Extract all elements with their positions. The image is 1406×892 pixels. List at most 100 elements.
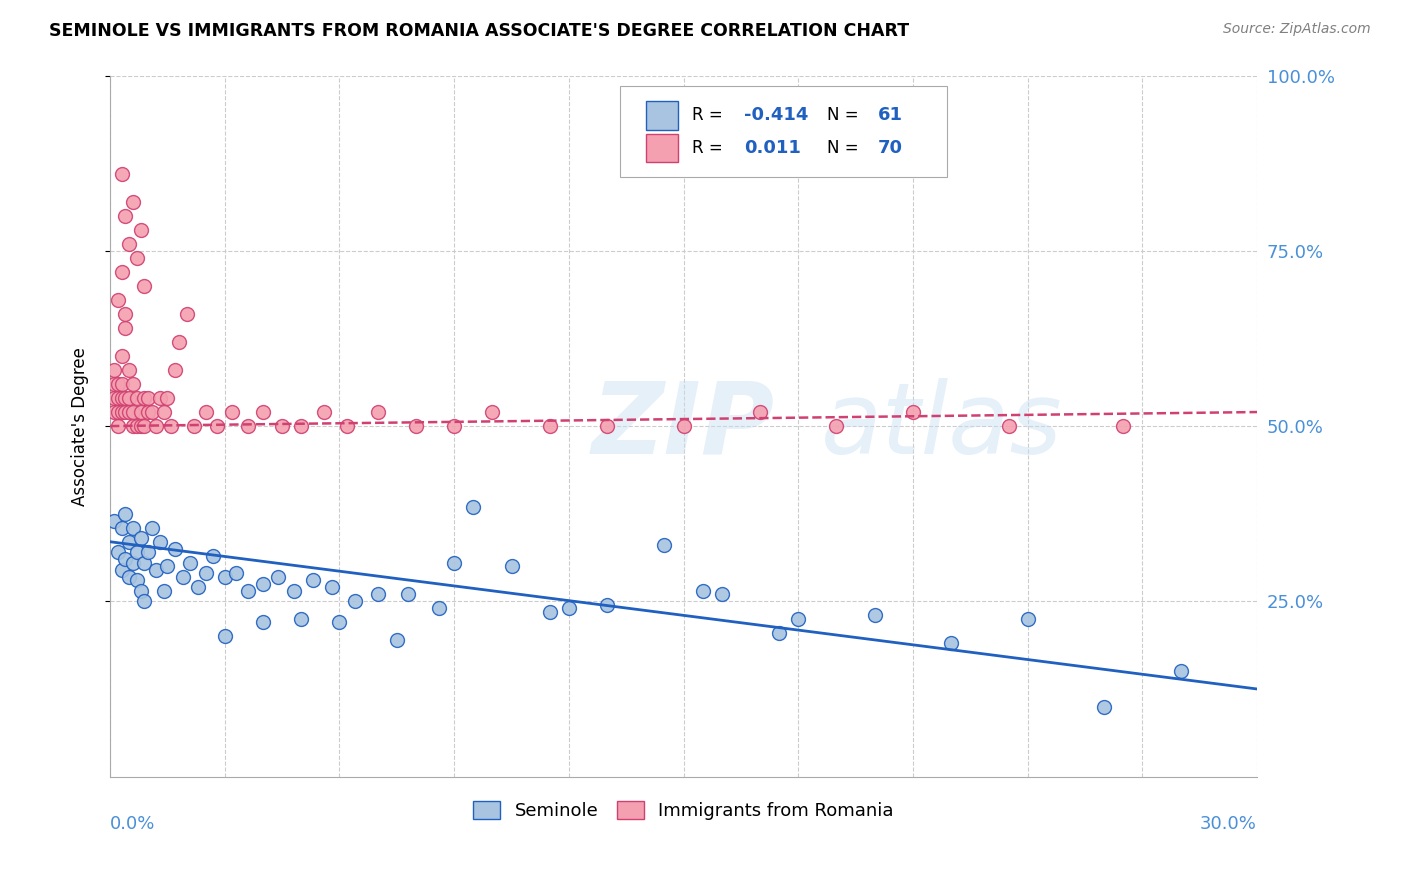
Point: [396, 587, 419, 601]
Point: [236, 419, 259, 434]
Point: [103, 376, 125, 391]
Point: [336, 419, 359, 434]
Point: [114, 209, 136, 223]
Point: [321, 580, 343, 594]
Point: [118, 405, 141, 419]
Point: [225, 566, 247, 581]
Point: [301, 574, 323, 588]
Text: 30.0%: 30.0%: [1201, 815, 1257, 833]
Point: [290, 419, 312, 434]
Point: [125, 251, 148, 265]
Point: [152, 583, 174, 598]
Point: [152, 405, 174, 419]
Point: [122, 419, 145, 434]
Point: [118, 363, 141, 377]
Point: [149, 534, 172, 549]
Point: [596, 419, 619, 434]
Point: [385, 632, 408, 647]
Point: [118, 236, 141, 251]
Point: [558, 601, 581, 615]
Point: [129, 583, 152, 598]
Point: [145, 419, 167, 434]
Point: [1170, 665, 1192, 679]
Point: [290, 612, 312, 626]
Point: [107, 545, 129, 559]
Point: [1092, 699, 1115, 714]
Point: [283, 583, 305, 598]
Point: [172, 570, 194, 584]
Point: [103, 391, 125, 405]
Point: [267, 570, 290, 584]
Point: [596, 598, 619, 612]
Text: ZIP: ZIP: [592, 377, 775, 475]
Point: [110, 376, 132, 391]
Point: [179, 556, 201, 570]
Point: [194, 405, 217, 419]
Point: [114, 321, 136, 335]
Point: [787, 612, 810, 626]
Point: [165, 541, 187, 556]
Point: [427, 601, 450, 615]
Point: [110, 521, 132, 535]
Point: [252, 615, 274, 630]
Point: [122, 376, 145, 391]
Point: [214, 570, 236, 584]
Text: -0.414: -0.414: [744, 106, 808, 125]
Point: [205, 419, 228, 434]
Point: [107, 293, 129, 307]
Point: [149, 391, 172, 405]
Point: [367, 405, 389, 419]
Point: [145, 563, 167, 577]
Point: [122, 556, 145, 570]
Point: [863, 608, 886, 623]
Point: [221, 405, 243, 419]
Point: [654, 538, 676, 552]
Point: [110, 265, 132, 279]
Point: [122, 194, 145, 209]
Point: [710, 587, 733, 601]
Point: [118, 570, 141, 584]
Point: [118, 534, 141, 549]
Point: [129, 419, 152, 434]
Point: [768, 626, 790, 640]
Point: [501, 559, 523, 574]
Point: [118, 391, 141, 405]
Point: [271, 419, 294, 434]
Point: [463, 500, 485, 514]
Legend: Seminole, Immigrants from Romania: Seminole, Immigrants from Romania: [467, 793, 901, 827]
Point: [187, 580, 209, 594]
Point: [202, 549, 225, 563]
Point: [194, 566, 217, 581]
Point: [405, 419, 427, 434]
Point: [481, 405, 503, 419]
Point: [941, 636, 963, 650]
Point: [125, 419, 148, 434]
Point: [136, 545, 159, 559]
Point: [103, 363, 125, 377]
Point: [997, 419, 1019, 434]
Point: [103, 405, 125, 419]
Point: [1112, 419, 1135, 434]
Point: [129, 405, 152, 419]
Text: SEMINOLE VS IMMIGRANTS FROM ROMANIA ASSOCIATE'S DEGREE CORRELATION CHART: SEMINOLE VS IMMIGRANTS FROM ROMANIA ASSO…: [49, 22, 910, 40]
Point: [103, 514, 125, 528]
Text: R =: R =: [692, 106, 727, 125]
Point: [156, 559, 179, 574]
Text: R =: R =: [692, 139, 727, 157]
Point: [176, 307, 198, 321]
Point: [129, 531, 152, 545]
Point: [122, 405, 145, 419]
Point: [114, 507, 136, 521]
Point: [252, 577, 274, 591]
Text: 61: 61: [877, 106, 903, 125]
Point: [538, 605, 561, 619]
Text: N =: N =: [827, 106, 863, 125]
Point: [538, 419, 561, 434]
Point: [692, 583, 714, 598]
Point: [825, 419, 848, 434]
Bar: [645, 102, 678, 129]
Point: [214, 629, 236, 643]
Text: N =: N =: [827, 139, 863, 157]
Point: [165, 363, 187, 377]
Point: [443, 419, 465, 434]
